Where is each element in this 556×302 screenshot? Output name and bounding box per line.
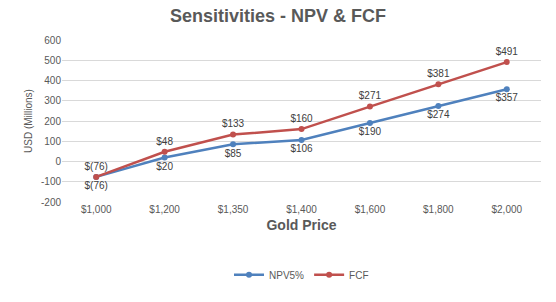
svg-text:100: 100 <box>44 136 61 147</box>
svg-text:$1,000: $1,000 <box>81 204 112 215</box>
svg-text:$133: $133 <box>222 118 245 129</box>
svg-text:$85: $85 <box>225 148 242 159</box>
svg-text:$(76): $(76) <box>85 161 108 172</box>
svg-text:600: 600 <box>44 35 61 46</box>
svg-text:$491: $491 <box>496 46 519 57</box>
svg-text:$190: $190 <box>359 126 382 137</box>
svg-text:$1,800: $1,800 <box>423 204 454 215</box>
svg-text:$1,350: $1,350 <box>218 204 249 215</box>
svg-text:USD (Millions): USD (Millions) <box>23 89 34 153</box>
svg-text:$274: $274 <box>427 109 450 120</box>
svg-text:$160: $160 <box>290 113 313 124</box>
svg-text:200: 200 <box>44 116 61 127</box>
svg-text:NPV5%: NPV5% <box>269 270 304 281</box>
svg-text:Gold Price: Gold Price <box>266 217 336 233</box>
svg-text:400: 400 <box>44 75 61 86</box>
svg-text:-100: -100 <box>41 176 61 187</box>
svg-text:$1,200: $1,200 <box>149 204 180 215</box>
svg-text:Sensitivities - NPV & FCF: Sensitivities - NPV & FCF <box>170 6 386 26</box>
svg-text:$(76): $(76) <box>85 180 108 191</box>
svg-text:$48: $48 <box>156 136 173 147</box>
svg-text:$106: $106 <box>290 143 313 154</box>
svg-text:$2,000: $2,000 <box>491 204 522 215</box>
svg-text:$381: $381 <box>427 68 450 79</box>
svg-text:$271: $271 <box>359 90 382 101</box>
svg-text:-200: -200 <box>41 197 61 208</box>
svg-text:$20: $20 <box>156 161 173 172</box>
svg-text:$1,400: $1,400 <box>286 204 317 215</box>
svg-text:$1,600: $1,600 <box>355 204 386 215</box>
svg-text:0: 0 <box>55 156 61 167</box>
svg-text:500: 500 <box>44 55 61 66</box>
svg-text:FCF: FCF <box>349 270 368 281</box>
svg-text:$357: $357 <box>496 92 519 103</box>
svg-text:300: 300 <box>44 95 61 106</box>
